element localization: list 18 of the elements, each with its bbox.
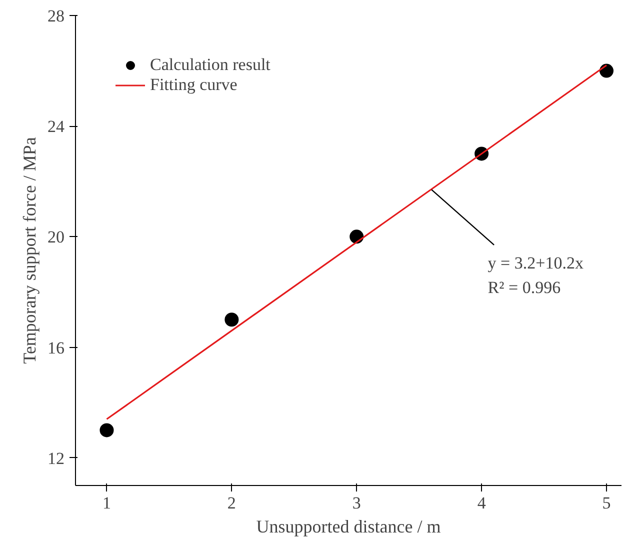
legend-label: Calculation result xyxy=(150,55,270,75)
y-tick-label: 12 xyxy=(48,448,64,468)
x-tick-label: 2 xyxy=(227,494,236,512)
x-tick-label: 4 xyxy=(477,494,486,512)
legend-label: Fitting curve xyxy=(150,75,238,95)
x-axis-title: Unsupported distance / m xyxy=(256,516,441,536)
annotation: y = 3.2+10.2x R² = 0.996 xyxy=(488,253,584,297)
y-tick-label: 16 xyxy=(48,338,64,358)
point xyxy=(224,312,239,327)
y-tick-label: 20 xyxy=(48,228,64,247)
x-tick-label: 3 xyxy=(352,494,361,512)
x-tick-label: 1 xyxy=(102,494,111,512)
point xyxy=(600,64,614,78)
x-tick-label: 5 xyxy=(602,494,611,512)
point xyxy=(100,423,114,438)
y-axis-title: Temporary support force / MPa xyxy=(20,137,40,364)
y-tick-label: 24 xyxy=(48,117,65,136)
y-tick-label: 28 xyxy=(48,6,64,26)
